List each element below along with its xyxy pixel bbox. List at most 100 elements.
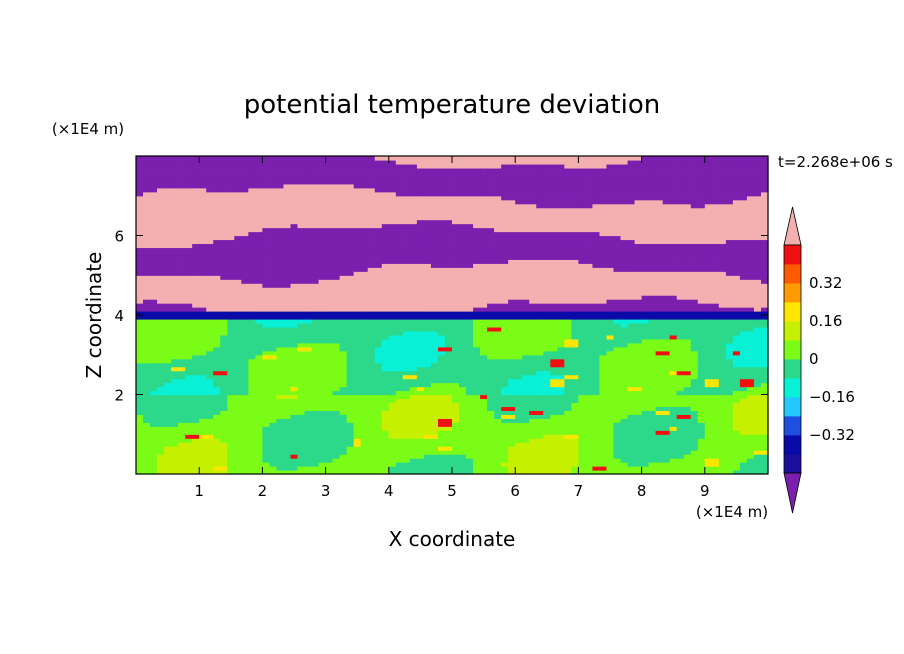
heatmap-cell: [423, 179, 432, 185]
heatmap-cell: [473, 191, 481, 197]
heatmap-cell: [276, 382, 285, 388]
heatmap-cell: [143, 303, 151, 308]
heatmap-cell: [360, 156, 369, 161]
heatmap-cell: [290, 326, 299, 332]
heatmap-cell: [466, 350, 474, 356]
heatmap-cell: [487, 402, 495, 408]
heatmap-cell: [416, 203, 425, 209]
heatmap-cell: [353, 183, 362, 189]
heatmap-cell: [234, 394, 242, 400]
heatmap-cell: [494, 267, 502, 272]
heatmap-cell: [311, 374, 320, 380]
heatmap-cell: [466, 338, 474, 344]
heatmap-cell: [241, 207, 249, 213]
heatmap-cell: [192, 283, 200, 288]
heatmap-cell: [423, 259, 432, 264]
heatmap-cell: [332, 338, 341, 344]
heatmap-cell: [353, 414, 362, 419]
heatmap-cell: [227, 211, 235, 217]
heatmap-cell: [297, 434, 306, 439]
heatmap-cell: [192, 267, 200, 272]
heatmap-cell: [550, 187, 558, 193]
heatmap-cell: [522, 338, 530, 344]
heatmap-cell: [248, 446, 256, 451]
heatmap-cell: [346, 414, 355, 419]
heatmap-cell: [409, 267, 418, 272]
heatmap-cell: [227, 215, 235, 221]
heatmap-cell: [473, 203, 481, 209]
heatmap-cell: [543, 382, 551, 388]
heatmap-cell: [494, 338, 502, 344]
heatmap-cell: [143, 207, 151, 213]
heatmap-cell: [515, 215, 523, 221]
heatmap-cell: [564, 454, 572, 459]
heatmap-cell: [529, 330, 537, 336]
heatmap-cell: [487, 311, 495, 316]
heatmap-cell: [374, 442, 383, 447]
heatmap-cell: [255, 299, 263, 304]
heatmap-cell: [339, 171, 348, 177]
heatmap-cell: [515, 275, 523, 280]
heatmap-cell: [318, 366, 327, 372]
heatmap-cell: [283, 227, 292, 233]
heatmap-cell: [164, 366, 172, 372]
heatmap-cell: [234, 195, 242, 201]
heatmap-cell: [452, 378, 460, 384]
heatmap-cell: [346, 156, 355, 161]
heatmap-cell: [199, 338, 207, 344]
heatmap-cell: [283, 255, 292, 260]
heatmap-cell: [136, 370, 144, 376]
heatmap-cell: [508, 307, 516, 312]
heatmap-cell: [346, 243, 355, 249]
heatmap-cell: [213, 267, 221, 272]
heatmap-cell: [487, 163, 495, 169]
heatmap-cell: [332, 267, 341, 272]
heatmap-cell: [381, 386, 390, 392]
heatmap-cell: [269, 326, 278, 332]
heatmap-cell: [494, 322, 502, 328]
heatmap-cell: [311, 275, 320, 280]
heatmap-cell: [374, 259, 383, 264]
heatmap-cell: [529, 434, 537, 439]
heatmap-cell: [339, 354, 348, 360]
heatmap-cell: [276, 295, 285, 300]
heatmap-cell: [199, 346, 207, 352]
heatmap-cell: [437, 307, 446, 312]
heatmap-cell: [157, 239, 165, 245]
heatmap-cell: [290, 287, 299, 292]
heatmap-cell: [452, 418, 460, 423]
heatmap-cell: [248, 311, 256, 316]
heatmap-cell: [459, 386, 467, 392]
heatmap-cell: [199, 378, 207, 384]
heatmap-cell: [220, 458, 228, 463]
heatmap-cell: [564, 219, 572, 225]
heatmap-cell: [423, 315, 432, 320]
heatmap-cell: [311, 446, 320, 451]
heatmap-cell: [367, 283, 376, 288]
heatmap-cell: [395, 235, 404, 241]
heatmap-cell: [430, 287, 439, 292]
heatmap-cell: [416, 187, 425, 193]
heatmap-cell: [227, 291, 235, 296]
heatmap-cell: [227, 255, 235, 260]
heatmap-cell: [402, 430, 411, 435]
heatmap-cell: [536, 414, 544, 419]
heatmap-cell: [164, 183, 172, 189]
heatmap-cell: [192, 211, 200, 217]
heatmap-cell: [332, 386, 341, 392]
heatmap-cell: [494, 426, 502, 431]
heatmap-cell: [171, 418, 179, 423]
heatmap-cell: [388, 259, 397, 264]
heatmap-cell: [290, 291, 299, 296]
heatmap-cell: [409, 422, 418, 427]
heatmap-cell: [304, 223, 313, 229]
heatmap-cell: [388, 175, 397, 181]
heatmap-cell: [360, 255, 369, 260]
heatmap-cell: [522, 211, 530, 217]
heatmap-cell: [557, 426, 565, 431]
heatmap-cell: [416, 318, 425, 324]
heatmap-cell: [192, 163, 200, 169]
heatmap-cell: [459, 247, 467, 252]
heatmap-cell: [185, 175, 193, 181]
heatmap-cell: [199, 442, 207, 447]
